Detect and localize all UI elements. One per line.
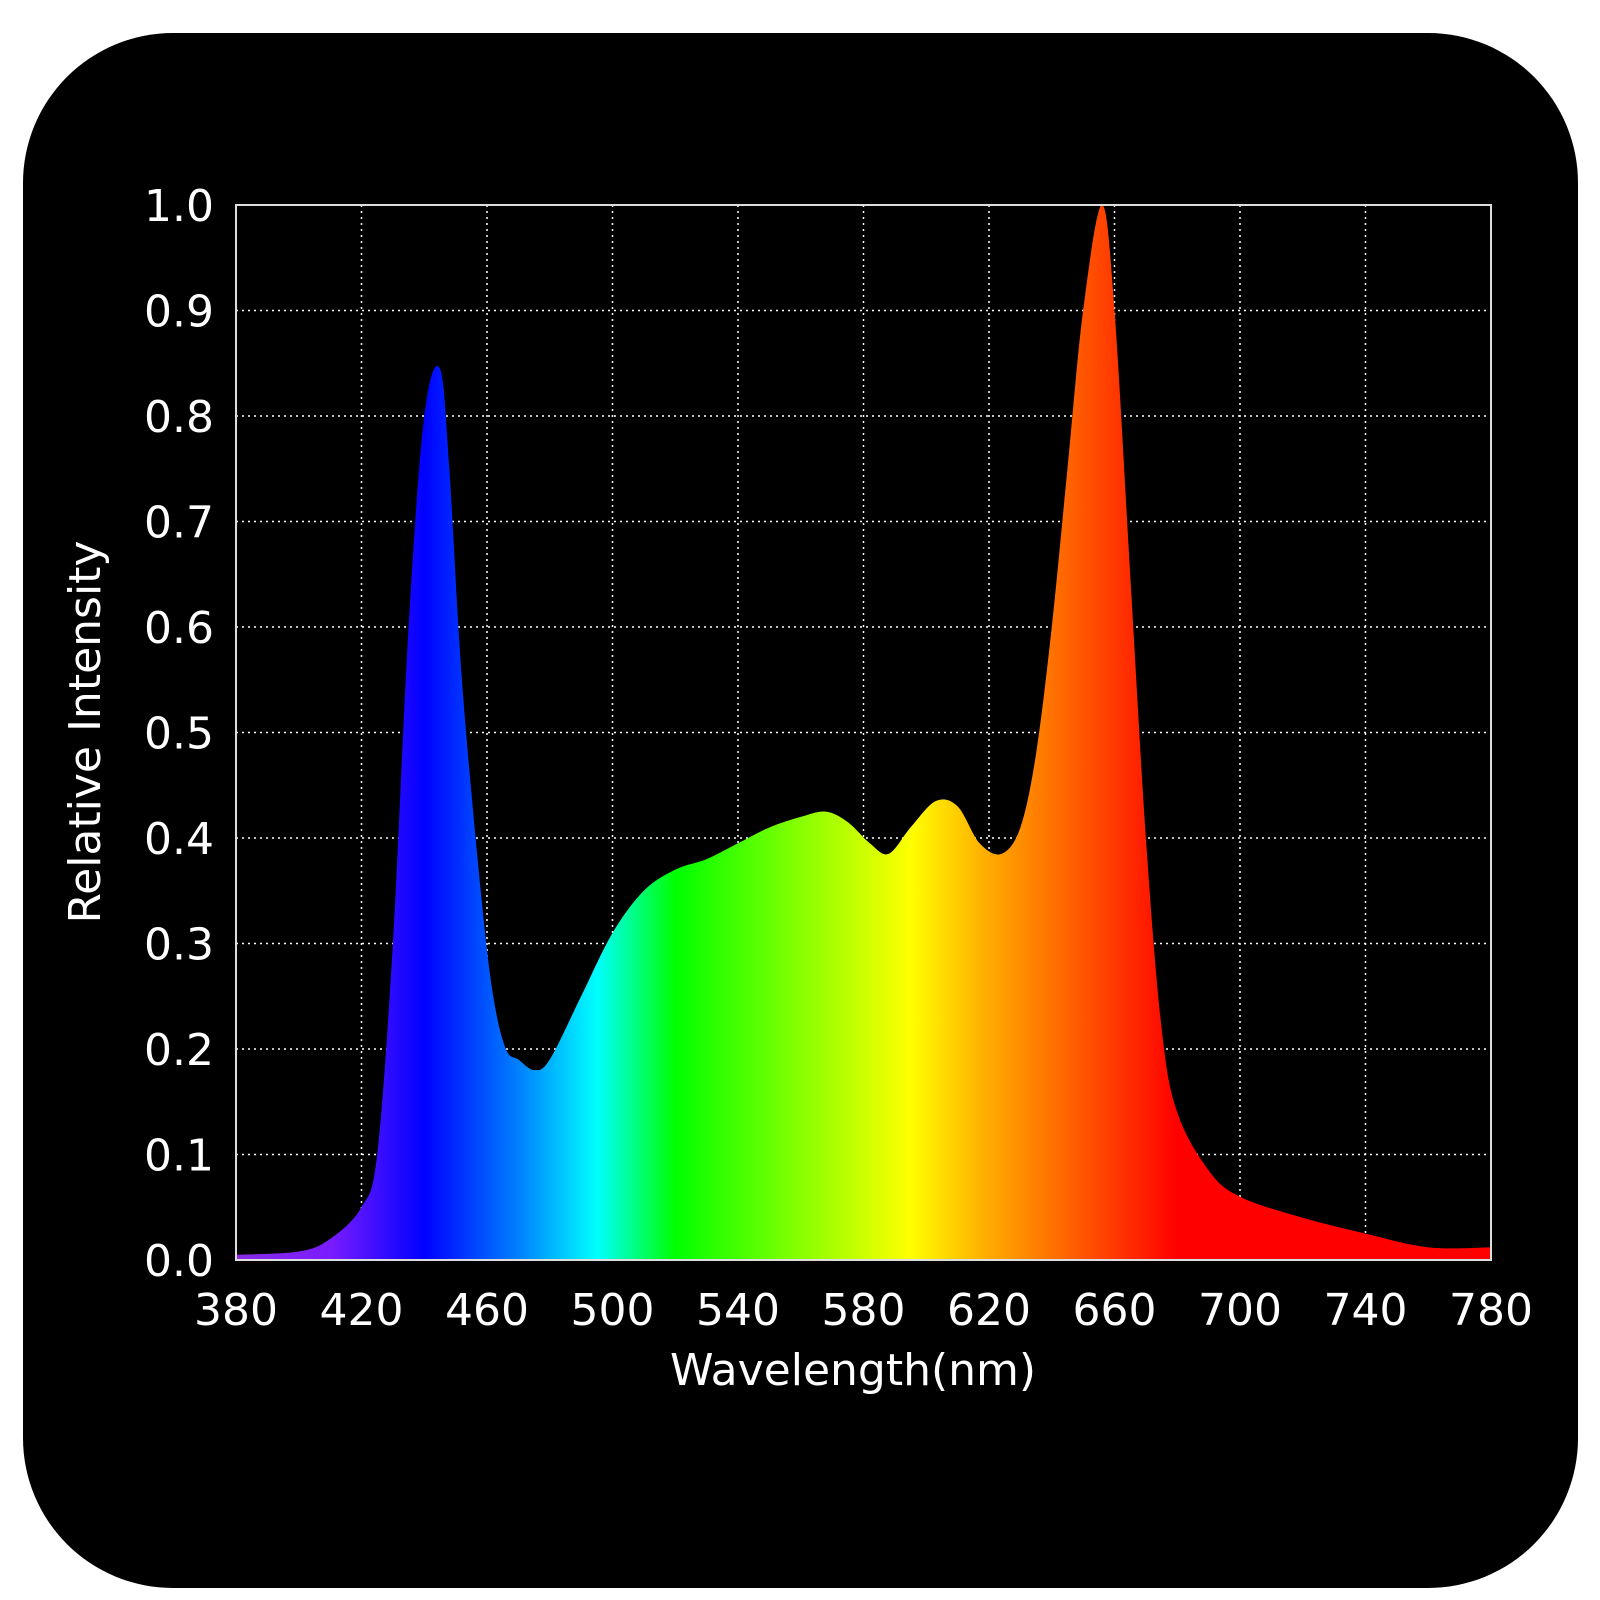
y-tick-label: 0.6 [144,603,214,654]
x-tick-label: 460 [445,1285,529,1336]
x-tick-label: 660 [1073,1285,1157,1336]
y-tick-label: 0.1 [144,1131,214,1182]
y-tick-label: 0.7 [144,498,214,549]
x-tick-label: 540 [696,1285,780,1336]
y-tick-label: 0.3 [144,920,214,971]
y-tick-label: 0.0 [144,1236,214,1287]
y-tick-label: 0.8 [144,392,214,443]
x-tick-label: 620 [947,1285,1031,1336]
y-tick-label: 0.4 [144,814,214,865]
x-tick-label: 580 [822,1285,906,1336]
x-tick-label: 740 [1324,1285,1408,1336]
y-tick-label: 0.9 [144,287,214,338]
x-tick-label: 700 [1198,1285,1282,1336]
y-tick-label: 0.2 [144,1025,214,1076]
x-tick-label: 420 [320,1285,404,1336]
y-tick-label: 0.5 [144,709,214,760]
x-axis-label: Wavelength(nm) [670,1345,1036,1396]
y-axis-label: Relative Intensity [60,541,111,924]
x-tick-label: 380 [194,1285,278,1336]
spectrum-area [236,205,1491,1260]
x-tick-label: 780 [1449,1285,1533,1336]
plot-frame [235,204,1492,1261]
x-tick-label: 500 [571,1285,655,1336]
y-tick-label: 1.0 [144,181,214,232]
chart-panel [23,33,1578,1588]
